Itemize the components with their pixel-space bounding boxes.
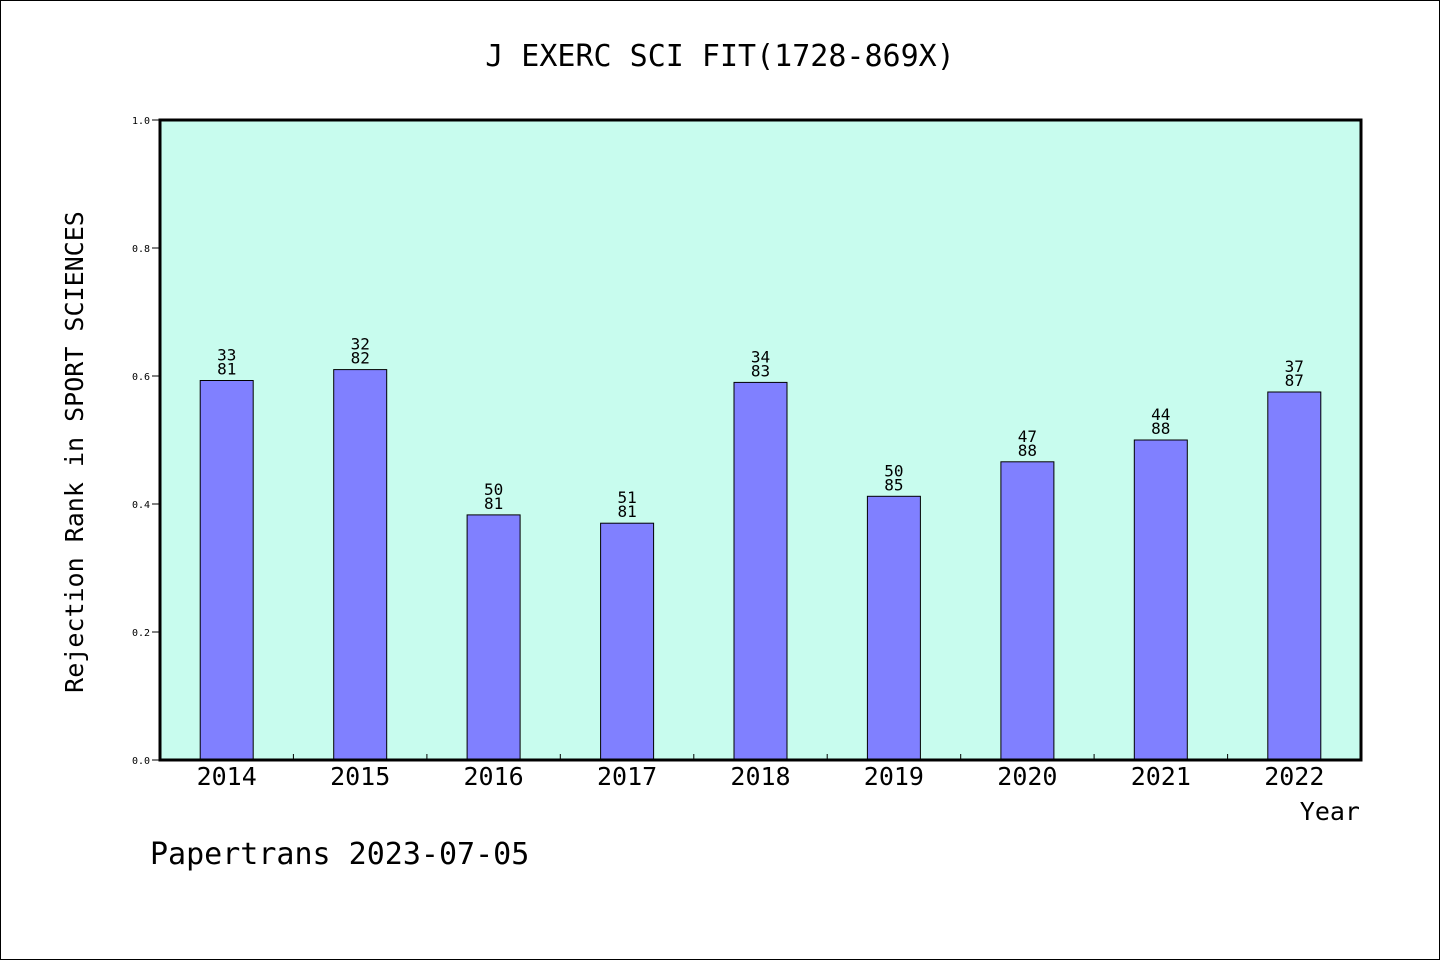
bar-label-top: 51 [617, 488, 636, 507]
y-axis-label: Rejection Rank in SPORT SCIENCES [60, 211, 89, 693]
chart-title: J EXERC SCI FIT(1728-869X) [485, 39, 955, 74]
bar-2020 [1000, 461, 1055, 761]
x-tick-label: 2016 [463, 762, 523, 791]
bar-2016 [466, 514, 521, 761]
bar-2014 [199, 380, 254, 761]
bar-label-bottom: 83 [751, 361, 770, 380]
bar-label-top: 33 [217, 346, 236, 365]
bar-label-bottom: 81 [617, 502, 636, 521]
y-tick-label: 0.2 [132, 628, 150, 639]
x-tick-label: 2017 [597, 762, 657, 791]
plot-border [158, 118, 1363, 762]
x-tick-label: 2022 [1264, 762, 1324, 791]
y-tick-label: 0.0 [132, 756, 150, 767]
bar-label-bottom: 85 [884, 475, 903, 494]
x-tick-label: 2019 [864, 762, 924, 791]
bar-2022 [1267, 391, 1322, 761]
x-tick-label: 2021 [1131, 762, 1191, 791]
y-axis: 0.0 0.2 0.4 0.6 0.8 1.0 [132, 116, 160, 767]
bar-2015 [333, 369, 388, 761]
x-tick-label: 2014 [197, 762, 257, 791]
bar-label-bottom: 81 [217, 360, 236, 379]
bar-label-top: 50 [484, 480, 503, 499]
bar-label-top: 37 [1285, 357, 1304, 376]
bar-label-top: 32 [351, 335, 370, 354]
y-tick-label: 0.8 [132, 244, 150, 255]
y-tick-label: 1.0 [132, 116, 150, 127]
bar-label-top: 44 [1151, 405, 1170, 424]
bar-label-bottom: 82 [351, 349, 370, 368]
footer-text: Papertrans 2023-07-05 [150, 837, 529, 872]
y-tick-label: 0.6 [132, 372, 150, 383]
bar-label-bottom: 88 [1151, 419, 1170, 438]
bar-label-bottom: 87 [1285, 371, 1304, 390]
x-axis-label: Year [1300, 797, 1360, 826]
bar-label-top: 34 [751, 347, 770, 366]
bar-2021 [1133, 439, 1188, 761]
y-tick-label: 0.4 [132, 500, 150, 511]
bars-group [199, 369, 1322, 761]
bar-label-top: 47 [1018, 427, 1037, 446]
bar-2018 [733, 381, 788, 761]
x-axis: 2014 2015 2016 2017 2018 2019 2020 2021 2022 [197, 754, 1324, 791]
bar-2017 [600, 522, 655, 761]
bar-label-bottom: 88 [1018, 441, 1037, 460]
x-tick-label: 2015 [330, 762, 390, 791]
x-tick-label: 2020 [997, 762, 1057, 791]
bar-label-top: 50 [884, 461, 903, 480]
bar-label-bottom: 81 [484, 494, 503, 513]
bar-2019 [866, 495, 921, 761]
x-tick-label: 2018 [730, 762, 790, 791]
